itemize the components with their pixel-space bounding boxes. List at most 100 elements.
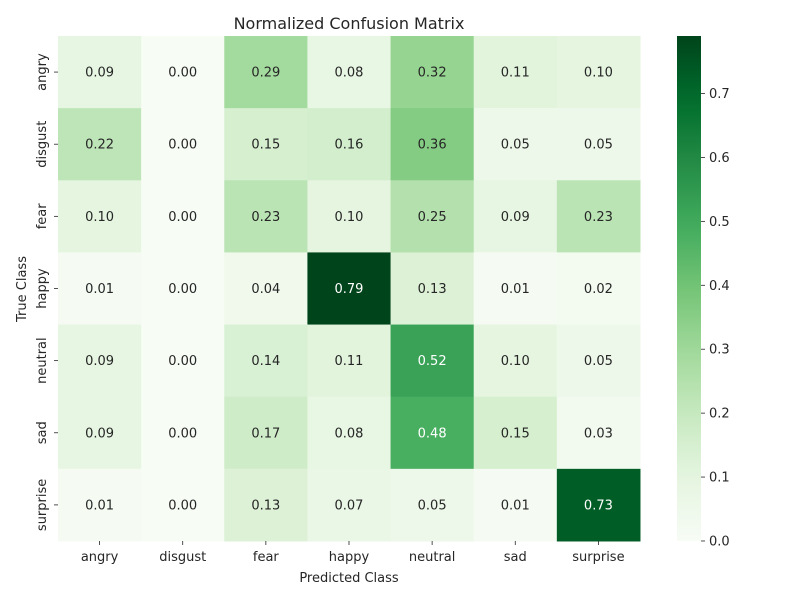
heatmap-cell — [556, 324, 641, 398]
x-tick-label: fear — [253, 550, 280, 565]
cell-value-label: 0.10 — [584, 66, 613, 81]
cell-value-label: 0.10 — [501, 354, 530, 369]
cell-value-label: 0.09 — [501, 210, 530, 225]
heatmap-cell — [473, 180, 558, 253]
heatmap-cell — [224, 108, 308, 181]
heatmap-cell — [473, 36, 558, 109]
heatmap-cell — [390, 396, 475, 470]
heatmap-cell — [390, 180, 475, 253]
x-tick-label: happy — [329, 550, 370, 565]
y-tick-label: happy — [35, 268, 50, 309]
heatmap-cell — [141, 324, 225, 398]
cell-value-label: 0.48 — [418, 426, 447, 441]
heatmap-cell — [390, 468, 475, 542]
cell-value-label: 0.03 — [584, 426, 613, 441]
cell-value-label: 0.13 — [418, 282, 447, 297]
heatmap-cell — [58, 108, 142, 181]
cell-value-label: 0.10 — [85, 210, 114, 225]
heatmap-cell — [390, 36, 475, 109]
heatmap-cell — [307, 468, 392, 542]
heatmap-cell — [556, 36, 641, 109]
heatmap-cell — [58, 396, 142, 470]
cell-value-label: 0.00 — [168, 210, 197, 225]
cell-value-label: 0.15 — [251, 138, 280, 153]
cell-value-label: 0.05 — [418, 498, 447, 513]
cell-value-label: 0.00 — [168, 282, 197, 297]
heatmap-cell — [473, 108, 558, 181]
cell-value-label: 0.32 — [418, 66, 447, 81]
cell-value-label: 0.08 — [335, 66, 364, 81]
cell-value-label: 0.11 — [501, 66, 530, 81]
cell-value-label: 0.08 — [335, 426, 364, 441]
cell-value-label: 0.13 — [251, 498, 280, 513]
heatmap-cell — [473, 468, 558, 542]
heatmap-cell — [390, 108, 475, 181]
colorbar-tick-label: 0.6 — [709, 151, 730, 166]
cell-value-label: 0.05 — [584, 354, 613, 369]
heatmap-cell — [307, 252, 392, 326]
heatmap-cells: 0.09 0.00 0.29 0.08 0.32 0.11 0.10 0.22 0.00 0.15… — [58, 36, 641, 542]
heatmap-cell — [556, 108, 641, 181]
cell-value-label: 0.02 — [584, 282, 613, 297]
cell-value-label: 0.36 — [418, 138, 447, 153]
colorbar-tick-label: 0.0 — [709, 534, 730, 549]
heatmap-cell — [556, 468, 641, 542]
x-axis-title: Predicted Class — [299, 571, 399, 586]
cell-value-label: 0.00 — [168, 138, 197, 153]
cell-value-label: 0.01 — [501, 282, 530, 297]
chart-title: Normalized Confusion Matrix — [234, 14, 465, 33]
heatmap-cell — [58, 36, 142, 109]
cell-value-label: 0.11 — [335, 354, 364, 369]
heatmap-cell — [58, 252, 142, 326]
heatmap-cell — [473, 252, 558, 326]
heatmap-cell — [224, 468, 308, 542]
cell-value-label: 0.05 — [501, 138, 530, 153]
x-tick-label: sad — [504, 550, 527, 565]
colorbar-gradient — [677, 36, 701, 541]
heatmap-cell — [307, 180, 392, 253]
x-axis-ticks: angry disgust fear happy neutral sad surprise — [81, 540, 625, 565]
heatmap-cell — [58, 324, 142, 398]
heatmap-cell — [307, 324, 392, 398]
heatmap-cell — [224, 252, 308, 326]
colorbar-tick-label: 0.2 — [709, 407, 730, 422]
heatmap-cell — [58, 468, 142, 542]
heatmap-cell — [390, 324, 475, 398]
y-axis-ticks: angry disgust fear happy neutral sad surprise — [35, 53, 58, 531]
cell-value-label: 0.15 — [501, 426, 530, 441]
heatmap-cell — [141, 252, 225, 326]
heatmap-cell — [141, 180, 225, 253]
cell-value-label: 0.14 — [251, 354, 280, 369]
colorbar-tick-label: 0.7 — [709, 87, 730, 102]
y-tick-label: neutral — [35, 337, 50, 384]
heatmap-cell — [141, 396, 225, 470]
y-axis-title: True Class — [15, 256, 30, 323]
cell-value-label: 0.00 — [168, 498, 197, 513]
colorbar-tick-label: 0.3 — [709, 343, 730, 358]
heatmap-cell — [58, 180, 142, 253]
cell-value-label: 0.01 — [85, 282, 114, 297]
cell-value-label: 0.25 — [418, 210, 447, 225]
cell-value-label: 0.73 — [584, 498, 613, 513]
colorbar: 0.0 0.1 0.2 0.3 0.4 0.5 0.6 0.7 — [677, 36, 730, 549]
heatmap-cell — [224, 36, 308, 109]
cell-value-label: 0.09 — [85, 66, 114, 81]
heatmap-cell — [390, 252, 475, 326]
y-tick-label: sad — [35, 421, 50, 444]
cell-value-label: 0.16 — [335, 138, 364, 153]
x-tick-label: neutral — [409, 550, 456, 565]
x-tick-label: disgust — [159, 550, 206, 565]
heatmap-cell — [473, 396, 558, 470]
heatmap-cell — [224, 180, 308, 253]
y-tick-label: surprise — [35, 479, 50, 531]
cell-value-label: 0.05 — [584, 138, 613, 153]
cell-value-label: 0.23 — [251, 210, 280, 225]
cell-value-label: 0.00 — [168, 66, 197, 81]
heatmap-cell — [473, 324, 558, 398]
heatmap-cell — [556, 252, 641, 326]
heatmap-cell — [307, 396, 392, 470]
cell-value-label: 0.09 — [85, 354, 114, 369]
y-tick-label: angry — [35, 53, 50, 91]
heatmap-cell — [556, 396, 641, 470]
cell-value-label: 0.00 — [168, 426, 197, 441]
